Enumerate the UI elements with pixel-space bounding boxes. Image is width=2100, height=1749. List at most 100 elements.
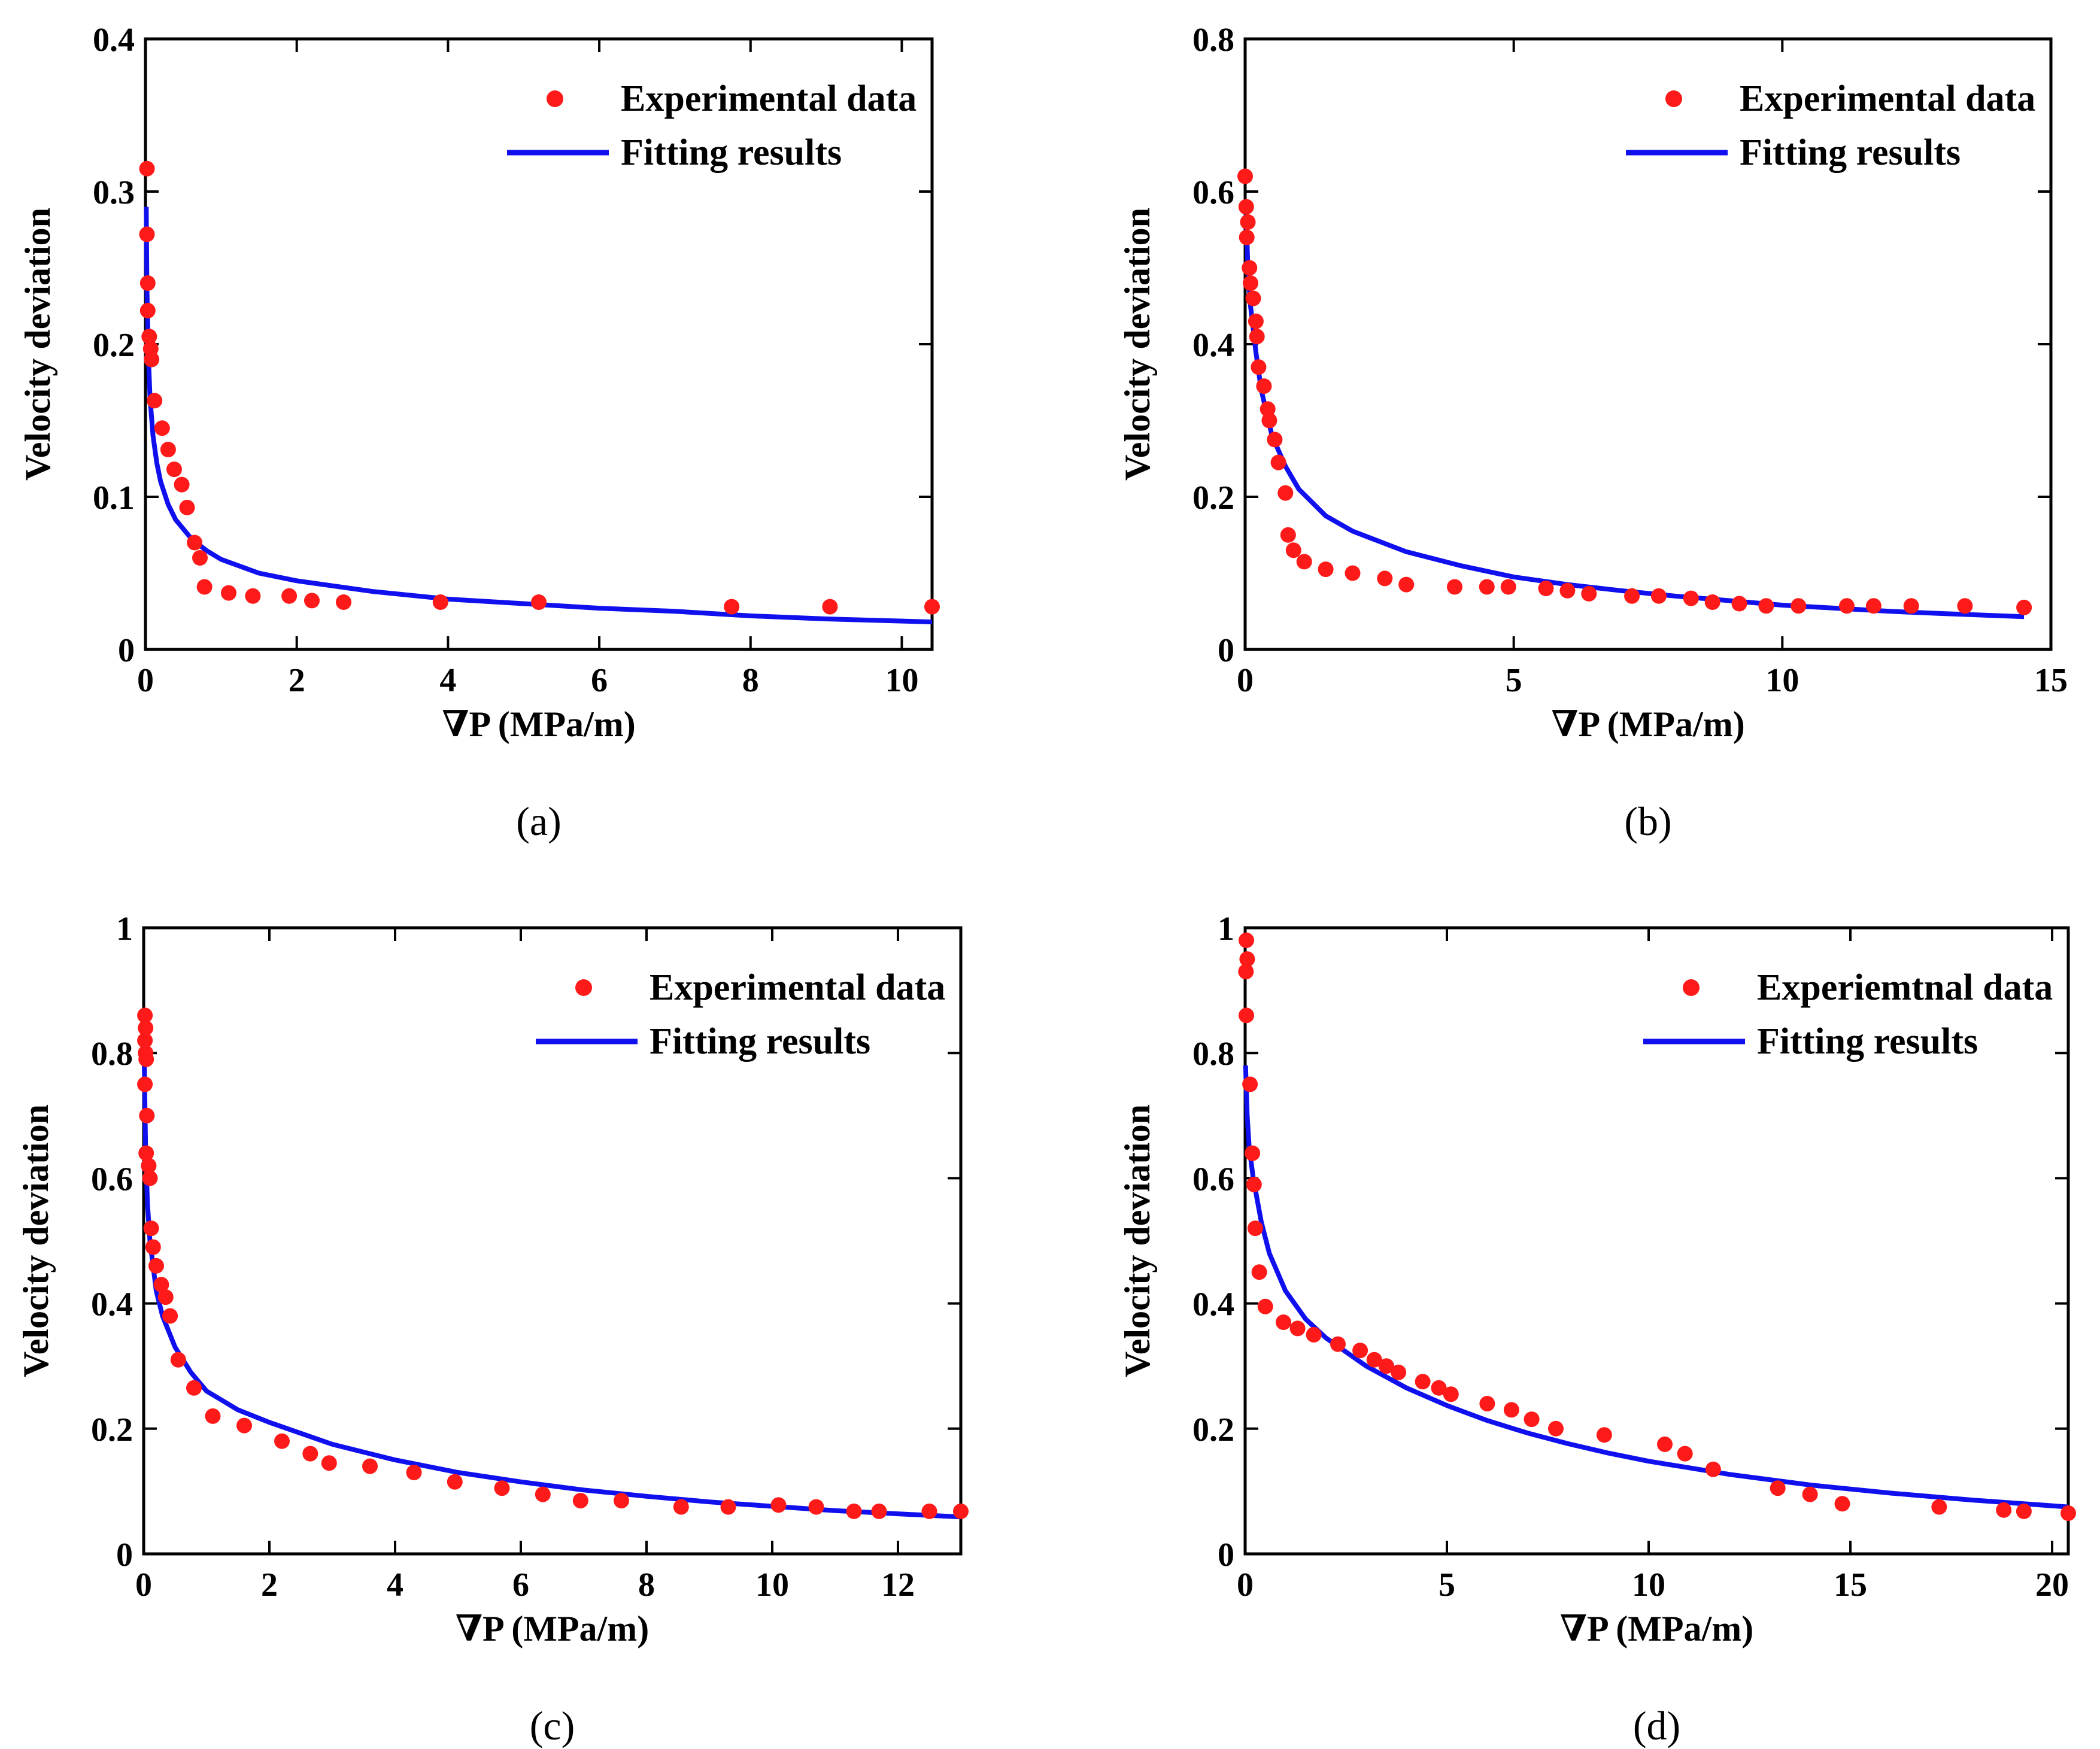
experimental-data-point: [1650, 588, 1667, 604]
experimental-data-point: [1758, 598, 1774, 614]
experimental-data-point: [1239, 932, 1254, 948]
panel-label: (c): [530, 1703, 575, 1748]
experimental-data-point: [808, 1499, 824, 1515]
plot-frame: [1243, 37, 2053, 651]
y-tick-label: 0.4: [93, 22, 135, 59]
x-tick-label: 2: [261, 1566, 278, 1604]
experimental-data-point: [145, 1239, 161, 1255]
x-tick-label: 15: [1834, 1566, 1867, 1604]
y-axis-label: Velocity deviation: [18, 208, 57, 481]
experimental-data-point: [535, 1486, 551, 1502]
experimental-data-point: [1285, 542, 1301, 558]
experimental-data-point: [141, 329, 157, 345]
experimental-data-point: [720, 1499, 736, 1515]
experimental-data-point: [1240, 214, 1256, 230]
x-tick-label: 8: [742, 662, 759, 699]
experimental-data-point: [1479, 579, 1495, 595]
experimental-data-point: [1296, 554, 1312, 570]
y-tick-label: 0.2: [91, 1411, 133, 1449]
legend-marker-experimental: [547, 90, 563, 107]
legend-label-experimental: Experimental data: [621, 78, 917, 119]
y-tick-label: 0.4: [91, 1286, 133, 1323]
legend-label-fitting: Fitting results: [621, 132, 842, 173]
experimental-data-point: [1277, 485, 1294, 501]
experimental-data-point: [160, 442, 176, 457]
fitting-results-line: [142, 1065, 961, 1520]
experimental-data-point: [187, 535, 203, 551]
experimental-data-point: [2016, 1503, 2032, 1519]
experimental-data-point: [1503, 1402, 1519, 1418]
x-tick-label: 5: [1439, 1566, 1455, 1604]
experimental-data-point: [302, 1446, 318, 1462]
experimental-data-point: [166, 461, 182, 478]
experimental-data-point: [1865, 598, 1881, 614]
legend-label-experimental: Experiemtnal data: [1757, 967, 2053, 1008]
experimental-data-point: [1243, 275, 1258, 291]
experimental-data-point: [304, 593, 320, 609]
experimental-data-point: [139, 160, 155, 177]
experimental-data-point: [137, 1033, 153, 1049]
experimental-data-point: [1770, 1480, 1786, 1496]
experimental-data-point: [2016, 599, 2032, 615]
experimental-data-point: [1260, 401, 1276, 417]
experimental-data-point: [1415, 1374, 1431, 1390]
x-tick-label: 0: [135, 1566, 152, 1604]
x-tick-label: 12: [881, 1566, 915, 1604]
x-tick-label: 4: [439, 662, 456, 699]
experimental-data-point: [724, 599, 740, 615]
fitting-results-line: [1243, 1065, 2069, 1510]
experimental-data-point: [1957, 598, 1973, 614]
experimental-data-point: [1624, 588, 1640, 604]
experimental-data-point: [1398, 576, 1415, 593]
experimental-data-point: [1704, 594, 1720, 610]
experimental-data-point: [1996, 1502, 2012, 1518]
experimental-data-point: [1731, 596, 1747, 612]
x-tick-label: 0: [137, 662, 154, 699]
experimental-data-point: [1839, 598, 1855, 614]
x-tick-label: 6: [591, 662, 608, 699]
legend-marker-experimental: [1665, 90, 1682, 107]
legend-label-fitting: Fitting results: [1757, 1021, 1978, 1062]
experimental-data-point: [614, 1493, 629, 1509]
x-tick-label: 4: [387, 1566, 403, 1604]
experimental-data-point: [336, 594, 351, 610]
experimental-data-point: [1931, 1499, 1947, 1515]
experimental-data-point: [1791, 598, 1807, 614]
experimental-data-point: [1657, 1436, 1673, 1452]
plot-frame: [142, 926, 963, 1556]
experimental-data-point: [770, 1497, 787, 1513]
y-tick-label: 0: [1218, 632, 1234, 669]
legend-marker-experimental: [1683, 979, 1700, 996]
y-axis-label: Velocity deviation: [16, 1104, 56, 1377]
x-tick-label: 0: [1237, 662, 1254, 699]
experimental-data-point: [1237, 168, 1253, 184]
y-tick-label: 0: [118, 632, 135, 669]
experimental-data-point: [673, 1499, 689, 1515]
experimental-data-point: [1377, 570, 1393, 587]
experimental-data-point: [281, 588, 298, 604]
y-tick-label: 1: [1218, 910, 1234, 948]
y-tick-label: 0.2: [93, 327, 135, 364]
experimental-data-point: [921, 1503, 937, 1519]
y-tick-label: 0.6: [91, 1161, 133, 1198]
experimental-data-point: [196, 579, 213, 595]
fitting-results-line: [1243, 214, 2025, 620]
experimental-data-point: [138, 1145, 154, 1161]
experimental-data-point: [1581, 585, 1597, 602]
x-tick-label: 10: [1765, 662, 1799, 699]
experimental-data-point: [1242, 1076, 1258, 1092]
x-tick-label: 8: [638, 1566, 655, 1604]
experimental-data-point: [924, 599, 940, 615]
experimental-data-point: [143, 1220, 159, 1237]
y-tick-label: 0: [1218, 1537, 1234, 1574]
x-axis-label: ∇P (MPa/m): [442, 705, 635, 744]
experimental-data-point: [1276, 1314, 1291, 1330]
experimental-data-point: [871, 1503, 887, 1519]
experimental-data-point: [1248, 313, 1264, 329]
experimental-data-point: [157, 1289, 174, 1305]
experimental-data-point: [139, 302, 156, 318]
legend-label-experimental: Experimental data: [650, 967, 945, 1008]
y-tick-label: 0.8: [1192, 22, 1234, 59]
experimental-data-point: [1366, 1352, 1382, 1368]
experimental-data-point: [1500, 579, 1516, 595]
